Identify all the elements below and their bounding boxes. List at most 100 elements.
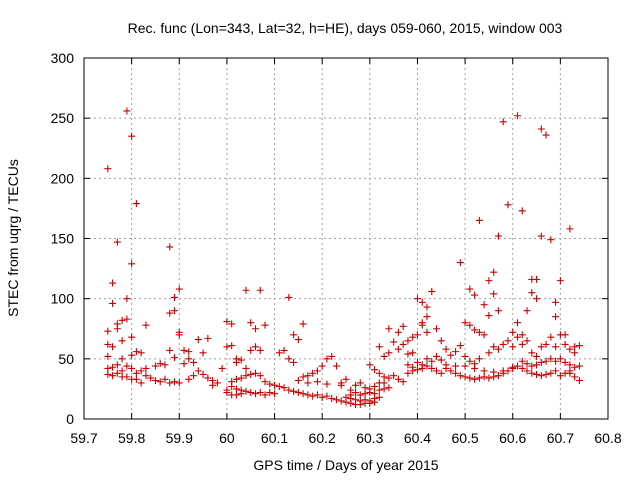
data-point bbox=[356, 391, 364, 399]
data-point bbox=[142, 321, 150, 329]
data-point bbox=[271, 390, 279, 398]
data-point bbox=[242, 286, 250, 294]
data-point bbox=[533, 295, 541, 303]
data-point bbox=[523, 367, 531, 375]
data-point bbox=[475, 355, 483, 363]
data-point bbox=[161, 361, 169, 369]
data-point bbox=[566, 345, 574, 353]
data-point bbox=[185, 375, 193, 383]
data-point bbox=[256, 286, 264, 294]
data-point bbox=[175, 331, 183, 339]
data-point bbox=[537, 232, 545, 240]
data-point bbox=[190, 372, 198, 380]
data-point bbox=[132, 369, 140, 377]
data-point bbox=[285, 293, 293, 301]
data-point bbox=[428, 364, 436, 372]
data-point bbox=[490, 343, 498, 351]
data-point bbox=[285, 355, 293, 363]
gridlines bbox=[84, 58, 608, 419]
data-point bbox=[409, 367, 417, 375]
data-point bbox=[433, 325, 441, 333]
data-point bbox=[528, 362, 536, 370]
data-point bbox=[433, 352, 441, 360]
data-point bbox=[533, 352, 541, 360]
data-point bbox=[171, 307, 179, 315]
data-point bbox=[490, 290, 498, 298]
data-point bbox=[504, 337, 512, 345]
data-point bbox=[518, 364, 526, 372]
data-point bbox=[371, 383, 379, 391]
data-point bbox=[552, 343, 560, 351]
data-point bbox=[494, 345, 502, 353]
data-point bbox=[452, 348, 460, 356]
data-point bbox=[175, 285, 183, 293]
data-point bbox=[371, 390, 379, 398]
data-point bbox=[185, 355, 193, 363]
data-point bbox=[475, 216, 483, 224]
data-point bbox=[109, 299, 117, 307]
data-point bbox=[223, 343, 231, 351]
data-point bbox=[299, 373, 307, 381]
data-point bbox=[418, 298, 426, 306]
data-point bbox=[218, 364, 226, 372]
data-point bbox=[128, 333, 136, 341]
data-point bbox=[228, 320, 236, 328]
data-point bbox=[113, 325, 121, 333]
data-point bbox=[437, 369, 445, 377]
data-point bbox=[447, 351, 455, 359]
data-point bbox=[466, 321, 474, 329]
data-point bbox=[271, 381, 279, 389]
data-point bbox=[137, 379, 145, 387]
data-point bbox=[171, 378, 179, 386]
data-point bbox=[380, 379, 388, 387]
data-point bbox=[137, 367, 145, 375]
data-point bbox=[209, 381, 217, 389]
data-point bbox=[228, 342, 236, 350]
data-point bbox=[490, 268, 498, 276]
data-point bbox=[523, 307, 531, 315]
data-point bbox=[385, 349, 393, 357]
data-point bbox=[394, 328, 402, 336]
data-point bbox=[375, 369, 383, 377]
data-point bbox=[571, 363, 579, 371]
data-point bbox=[404, 361, 412, 369]
data-point bbox=[204, 334, 212, 342]
data-point bbox=[375, 393, 383, 401]
data-point bbox=[361, 384, 369, 392]
data-point bbox=[404, 337, 412, 345]
data-point bbox=[461, 373, 469, 381]
data-point bbox=[499, 369, 507, 377]
data-point bbox=[118, 367, 126, 375]
data-point bbox=[423, 313, 431, 321]
data-point bbox=[104, 364, 112, 372]
data-point bbox=[461, 362, 469, 370]
data-point bbox=[385, 384, 393, 392]
data-point bbox=[452, 369, 460, 377]
data-point bbox=[318, 393, 326, 401]
data-point bbox=[123, 315, 131, 323]
data-point bbox=[285, 386, 293, 394]
data-point bbox=[380, 373, 388, 381]
data-point bbox=[251, 343, 259, 351]
data-point bbox=[342, 375, 350, 383]
data-point bbox=[547, 236, 555, 244]
data-point bbox=[256, 389, 264, 397]
y-tick-label: 100 bbox=[51, 291, 75, 307]
data-point bbox=[294, 376, 302, 384]
y-axis-ticks: 0 50 100 150 200 250 300 bbox=[51, 50, 608, 427]
data-point bbox=[423, 303, 431, 311]
data-point bbox=[390, 372, 398, 380]
data-point bbox=[104, 327, 112, 335]
data-point bbox=[418, 319, 426, 327]
data-point bbox=[542, 370, 550, 378]
x-tick-label: 60.1 bbox=[261, 430, 288, 446]
data-point bbox=[399, 340, 407, 348]
data-point bbox=[523, 360, 531, 368]
y-tick-label: 150 bbox=[51, 231, 75, 247]
data-point bbox=[413, 366, 421, 374]
data-point bbox=[552, 367, 560, 375]
data-point bbox=[328, 352, 336, 360]
data-point bbox=[323, 355, 331, 363]
data-point bbox=[504, 201, 512, 209]
